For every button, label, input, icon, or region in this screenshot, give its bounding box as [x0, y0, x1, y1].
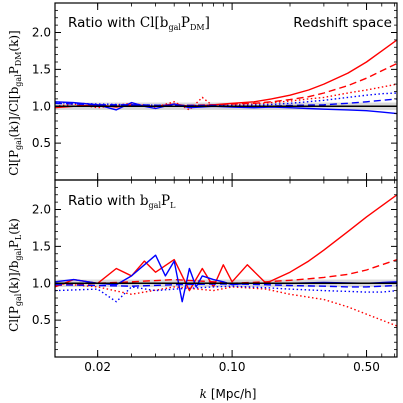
top-y-tick-label: 0.5	[32, 136, 51, 150]
top-panel-title: Ratio with Cl[bgalPDM]	[68, 15, 210, 32]
top-title-math3: ]	[205, 15, 210, 31]
top-panel: 0.5 1.0 1.5 2.0	[32, 2, 398, 181]
top-panel-subtitle: Redshift space	[293, 15, 392, 31]
top-title-math: Cl[b	[140, 15, 169, 31]
bottom-plot-frame	[54, 179, 398, 358]
bottom-y-tick-label: 2.0	[32, 203, 51, 217]
top-title-math2: P	[181, 15, 190, 31]
top-y-axis-label: Cl[Pgal(k)]/Cl[bgalPDM(k)]	[7, 30, 23, 175]
bottom-panel: 0.5 1.0 1.5 2.0 0.02 0.10 0.50	[32, 179, 398, 374]
bottom-series-red-dotted	[55, 282, 397, 327]
top-title-sub2: DM	[190, 23, 205, 32]
bottom-title-math2: P	[161, 193, 170, 209]
bottom-title-math: b	[140, 193, 149, 209]
top-series-red-solid	[55, 39, 397, 109]
top-series-blue-dotted	[55, 92, 397, 107]
bottom-series-red-solid	[55, 194, 397, 292]
bottom-series-blue-dashed	[55, 283, 397, 288]
top-title-plain: Ratio with	[68, 15, 140, 31]
bottom-y-tick-label: 0.5	[32, 313, 51, 327]
bottom-title-plain: Ratio with	[68, 193, 140, 209]
bottom-panel-title: Ratio with bgalPL	[68, 193, 176, 210]
bottom-title-sub: gal	[149, 201, 162, 210]
x-axis-label: k [Mpc/h]	[200, 387, 257, 401]
top-series-red-dashed	[55, 62, 397, 108]
x-tick-label: 0.50	[353, 360, 380, 374]
top-y-tick-label: 2.0	[32, 26, 51, 40]
x-tick-label: 0.10	[219, 360, 246, 374]
bottom-series-red-dashed	[55, 258, 397, 287]
bottom-series-blue-dotted	[55, 285, 397, 303]
top-title-sub: gal	[168, 23, 181, 32]
x-tick-label: 0.02	[84, 360, 111, 374]
top-y-tick-label: 1.0	[32, 99, 51, 113]
bottom-y-axis-label: Cl[Pgal(k)]/bgalPL(k)	[7, 218, 23, 332]
bottom-y-tick-label: 1.5	[32, 239, 51, 253]
bottom-y-tick-label: 1.0	[32, 276, 51, 290]
top-y-tick-label: 1.5	[32, 62, 51, 76]
bottom-title-sub2: L	[170, 201, 176, 210]
